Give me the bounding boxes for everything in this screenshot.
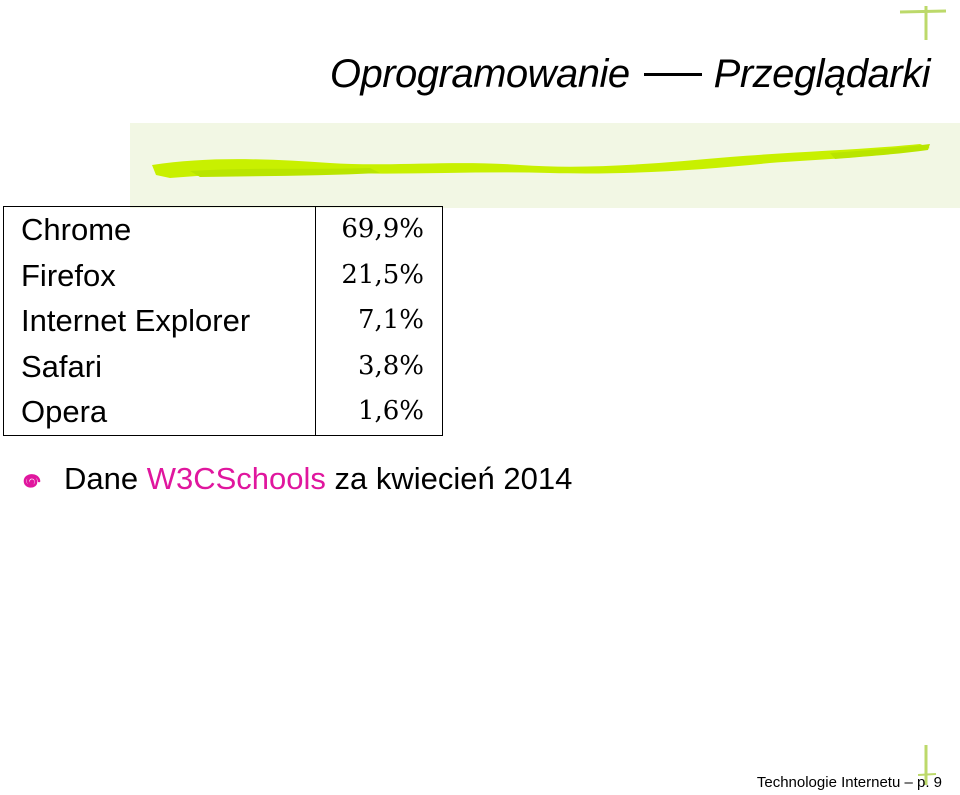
browser-share: 1,6% (357, 396, 424, 426)
w3cschools-link[interactable]: W3CSchools (146, 461, 326, 496)
table-row: Firefox 21,5% (3, 252, 443, 298)
browser-name: Opera (3, 389, 316, 435)
corner-crosshair-icon (899, 6, 947, 40)
slide-title-left: Oprogramowanie (329, 52, 630, 96)
source-note-text: Dane W3CSchools za kwiecień 2014 (64, 461, 572, 497)
source-note-prefix: Dane (64, 461, 139, 496)
browser-name: Firefox (3, 252, 316, 298)
brush-stroke-decoration (130, 123, 960, 208)
browser-name: Internet Explorer (3, 298, 316, 344)
browser-name: Safari (3, 343, 316, 389)
browser-share: 3,8% (357, 350, 424, 381)
slide-title: Oprogramowanie Przeglądarki (329, 52, 931, 97)
table-row: Internet Explorer 7,1% (3, 298, 443, 344)
table-row: Chrome 69,9% (3, 206, 443, 253)
slide-footer: Technologie Internetu – p. 9 (756, 774, 942, 791)
browser-name: Chrome (3, 206, 316, 253)
browser-share: 69,9% (341, 214, 424, 244)
spiral-bullet-icon (23, 474, 41, 488)
browser-share: 7,1% (357, 305, 424, 335)
source-note-suffix: za kwiecień 2014 (334, 461, 573, 496)
table-row: Safari 3,8% (3, 343, 443, 389)
table-row: Opera 1,6% (3, 389, 443, 435)
browser-share: 21,5% (341, 259, 424, 290)
slide-title-right: Przeglądarki (713, 52, 931, 96)
title-dash (643, 73, 702, 76)
corner-tick-icon (918, 745, 937, 785)
browser-share-table: Chrome 69,9% Firefox 21,5% Internet Expl… (3, 206, 443, 436)
source-note: Dane W3CSchools za kwiecień 2014 (20, 459, 572, 499)
